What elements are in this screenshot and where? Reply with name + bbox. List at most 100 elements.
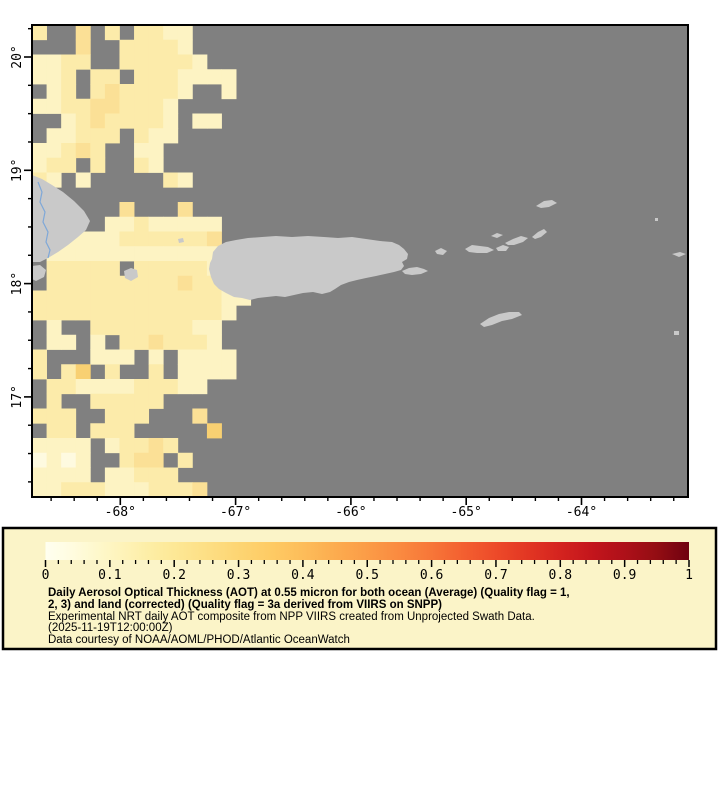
aot-cell: [90, 305, 106, 321]
aot-cell: [221, 84, 237, 100]
aot-cell: [90, 290, 106, 306]
aot-cell: [119, 98, 135, 114]
aot-cell: [177, 379, 193, 395]
aot-cell: [75, 438, 91, 454]
aot-cell: [104, 393, 120, 409]
aot-cell: [221, 349, 237, 365]
aot-cell: [119, 467, 135, 483]
aot-cell: [177, 202, 193, 218]
aot-cell: [134, 216, 150, 232]
aot-cell: [32, 408, 47, 424]
island-virgin-gorda: [532, 229, 547, 239]
aot-cell: [148, 143, 164, 159]
colorbar-tick-label: 0.3: [227, 568, 250, 583]
aot-cell: [75, 128, 91, 144]
aot-cell: [61, 275, 77, 291]
aot-cell: [206, 69, 222, 85]
aot-cell: [134, 157, 150, 173]
aot-cell: [177, 172, 193, 188]
aot-cell: [104, 25, 120, 41]
aot-cell: [163, 84, 179, 100]
aot-cell: [134, 39, 150, 55]
aot-cell: [134, 408, 150, 424]
aot-cell: [119, 423, 135, 439]
aot-cell: [134, 261, 150, 277]
aot-cell: [32, 98, 47, 114]
aot-cell: [148, 98, 164, 114]
aot-cell: [104, 423, 120, 439]
aot-cell: [163, 54, 179, 70]
aot-cell: [61, 408, 77, 424]
colorbar-tick-label: 0.2: [162, 568, 185, 583]
aot-cell: [119, 482, 135, 498]
island-st-thomas: [465, 245, 494, 253]
aot-cell: [90, 379, 106, 395]
aot-cell: [148, 364, 164, 380]
aot-cell: [90, 482, 106, 498]
aot-cell: [163, 98, 179, 114]
aot-cell: [192, 349, 208, 365]
aot-cell: [75, 172, 91, 188]
aot-cell: [221, 69, 237, 85]
aot-cell: [46, 54, 62, 70]
aot-cell: [192, 216, 208, 232]
aot-cell: [134, 305, 150, 321]
aot-cell: [119, 320, 135, 336]
aot-cell: [148, 452, 164, 468]
aot-cell: [46, 172, 62, 188]
aot-cell: [134, 143, 150, 159]
aot-cell: [46, 438, 62, 454]
aot-cell: [61, 113, 77, 129]
aot-cell: [206, 231, 222, 247]
aot-cell: [148, 54, 164, 70]
aot-cell: [46, 261, 62, 277]
aot-cell: [192, 54, 208, 70]
aot-cell: [119, 349, 135, 365]
aot-cell: [46, 275, 62, 291]
island-vieques: [402, 267, 428, 275]
island-jost-van-dyke: [491, 233, 503, 238]
aot-cell: [61, 467, 77, 483]
aot-cell: [206, 290, 222, 306]
aot-cell: [163, 305, 179, 321]
aot-cell: [104, 467, 120, 483]
aot-cell: [90, 231, 106, 247]
aot-cell: [221, 364, 237, 380]
aot-cell: [46, 157, 62, 173]
aot-cell: [192, 379, 208, 395]
aot-cell: [177, 364, 193, 380]
aot-cell: [46, 305, 62, 321]
aot-cell: [163, 216, 179, 232]
aot-cell: [90, 128, 106, 144]
aot-cell: [177, 349, 193, 365]
aot-cell: [177, 39, 193, 55]
aot-cell: [192, 364, 208, 380]
y-axis-label: 19°: [10, 159, 25, 182]
aot-cell: [177, 246, 193, 262]
aot-cell: [163, 25, 179, 41]
island-st-john: [496, 245, 509, 251]
aot-cell: [163, 320, 179, 336]
legend-subtitle: Experimental NRT daily AOT composite fro…: [48, 611, 535, 623]
aot-cell: [90, 143, 106, 159]
aot-cell: [61, 157, 77, 173]
aot-cell: [163, 246, 179, 262]
legend-panel: 0 0.1 0.2 0.3 0.4 0.5 0.6 0.7 0.8 0.9 1 Daily Aero…: [1, 526, 718, 651]
aot-cell: [119, 113, 135, 129]
x-axis: -68° -67° -66° -65° -64°: [50, 497, 675, 520]
map-border: [31, 24, 689, 498]
island-beata-islet: [32, 265, 46, 281]
aot-cell: [148, 113, 164, 129]
aot-cell: [134, 452, 150, 468]
aot-cell: [75, 467, 91, 483]
aot-cell: [75, 246, 91, 262]
aot-cell: [148, 379, 164, 395]
x-axis-label: -65°: [451, 505, 482, 520]
aot-cell: [90, 320, 106, 336]
aot-cell: [32, 25, 47, 41]
aot-cell: [32, 157, 47, 173]
aot-cell: [119, 408, 135, 424]
aot-cell: [75, 305, 91, 321]
aot-cell: [75, 25, 91, 41]
aot-cell: [119, 393, 135, 409]
